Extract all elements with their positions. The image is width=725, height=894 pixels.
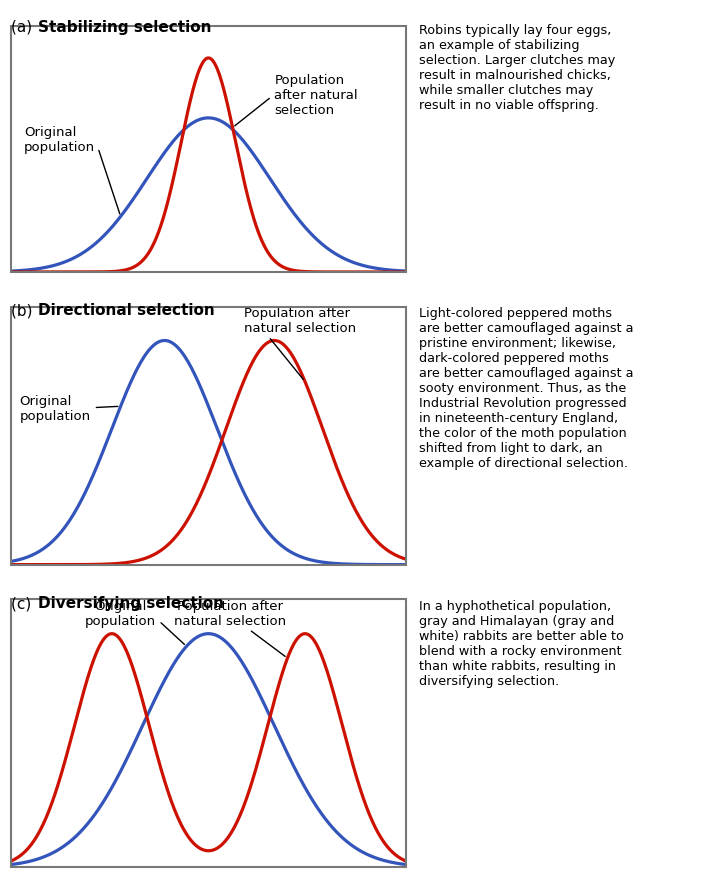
Text: (b): (b) bbox=[11, 303, 37, 318]
Text: Population after
natural selection: Population after natural selection bbox=[244, 307, 356, 380]
Text: Robins typically lay four eggs,
an example of stabilizing
selection. Larger clut: Robins typically lay four eggs, an examp… bbox=[419, 24, 616, 112]
Text: (c): (c) bbox=[11, 595, 36, 611]
Text: In a hyphothetical population,
gray and Himalayan (gray and
white) rabbits are b: In a hyphothetical population, gray and … bbox=[419, 599, 624, 687]
Text: Population
after natural
selection: Population after natural selection bbox=[235, 74, 358, 127]
Text: Diversifying selection: Diversifying selection bbox=[38, 595, 225, 611]
Text: Directional selection: Directional selection bbox=[38, 303, 215, 318]
Text: Stabilizing selection: Stabilizing selection bbox=[38, 20, 212, 35]
Text: Population after
natural selection: Population after natural selection bbox=[174, 599, 286, 657]
Text: (a): (a) bbox=[11, 20, 37, 35]
Text: Original
population: Original population bbox=[85, 599, 184, 645]
Text: Original
population: Original population bbox=[24, 126, 120, 215]
Text: Original
population: Original population bbox=[20, 394, 118, 422]
Text: Light-colored peppered moths
are better camouflaged against a
pristine environme: Light-colored peppered moths are better … bbox=[419, 307, 634, 469]
